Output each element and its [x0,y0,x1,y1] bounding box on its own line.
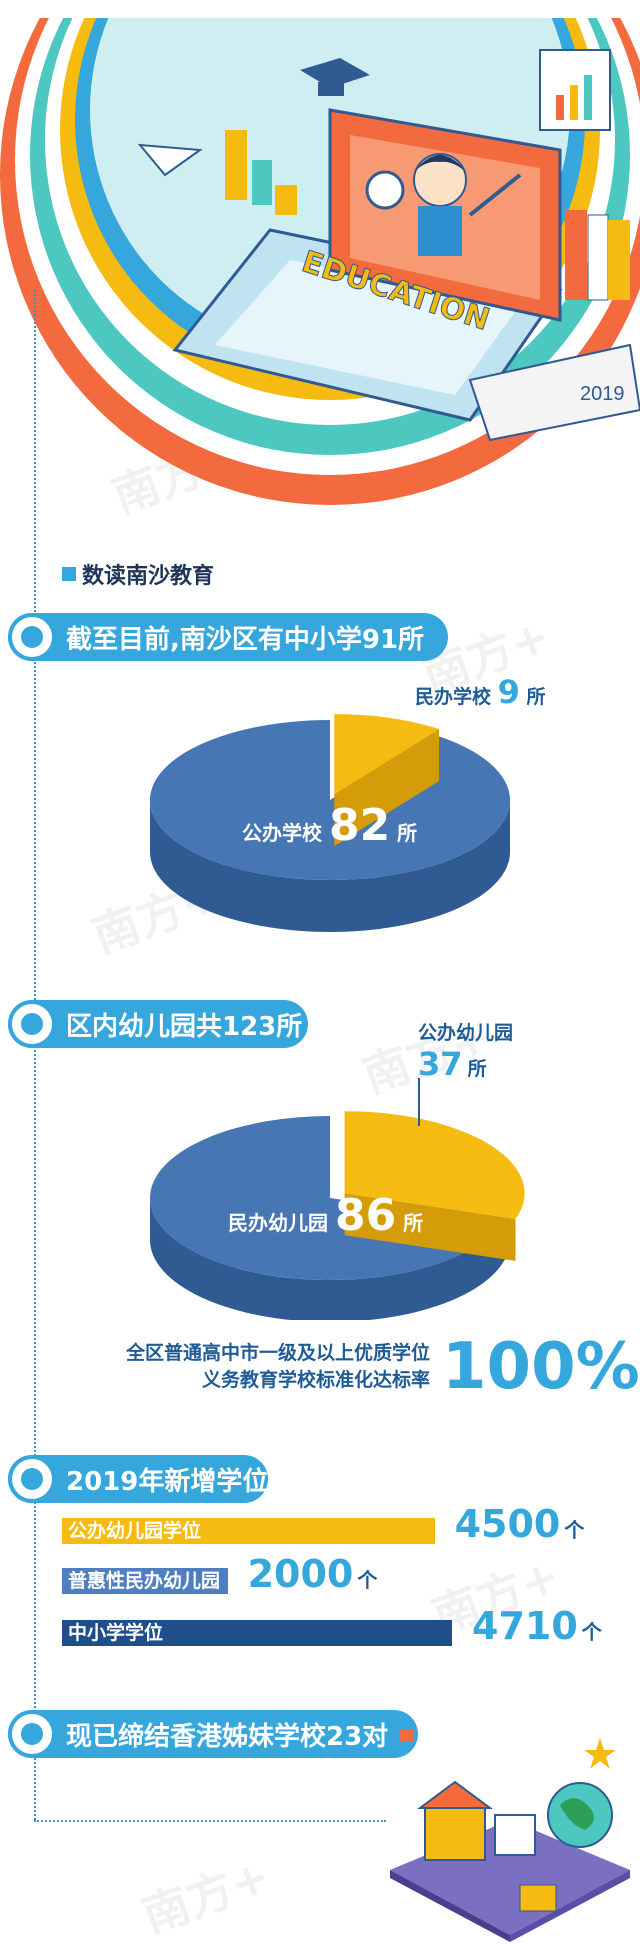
label-text: 公办学校 [242,821,322,845]
bar-value: 4500 [454,1502,561,1546]
label-value: 86 [334,1190,397,1241]
rate-value: 100% [442,1330,640,1404]
bar-unit: 个 [564,1518,585,1542]
bullet-icon [8,1455,56,1503]
bar: 普惠性民办幼儿园 [62,1568,228,1594]
banner-text: 区内幼儿园共123所 [66,1011,303,1042]
label-value: 37 [418,1045,463,1083]
section-title: 数读南沙教育 [62,558,214,590]
bullet-icon [8,1000,56,1048]
pie-side [150,800,510,932]
label-unit: 所 [526,686,546,708]
banner-kindergartens: 区内幼儿园共123所 [8,1000,308,1048]
section-title-text: 数读南沙教育 [82,564,215,589]
label-text: 民办幼儿园 [228,1211,328,1235]
bar-value-label: 2000 个 [248,1552,378,1596]
leader-line [418,1078,420,1126]
banner-text: 现已缔结香港姊妹学校23对 [66,1721,389,1752]
label-unit: 所 [467,1058,487,1080]
bar-unit: 个 [357,1568,378,1592]
label-value: 9 [497,673,520,711]
bar: 公办幼儿园学位 [62,1518,435,1544]
bar-value-label: 4500 个 [455,1502,585,1546]
square-icon [62,567,76,581]
banner-sister-schools: 现已缔结香港姊妹学校23对 [8,1710,418,1758]
year-label: 2019 [580,383,625,405]
bar-value: 2000 [247,1552,354,1596]
pie-chart-schools [150,714,510,932]
rate-line: 全区普通高中市一级及以上优质学位 [125,1342,430,1364]
banner-text: 截至目前,南沙区有中小学91所 [66,624,425,655]
campus-illustration [390,1730,630,1942]
bar-unit: 个 [581,1620,602,1644]
label-text: 民办学校 [415,686,492,708]
pie-side [150,1198,510,1320]
bar: 中小学学位 [62,1620,452,1646]
bullet-icon [8,613,56,661]
pie-slice-side [344,1193,516,1261]
pie1-label-public: 公办学校 82 所 [242,800,417,851]
label-unit: 所 [397,821,418,845]
banner-text: 2019年新增学位 [66,1466,269,1497]
bullet-icon [8,1710,56,1758]
pie1-label-private: 民办学校 9 所 [415,673,546,711]
pie2-label-private: 民办幼儿园 86 所 [228,1190,423,1241]
bar-value: 4710 [472,1604,578,1648]
label-value: 82 [328,800,391,851]
education-illustration: 2019 EDUCATION [0,0,640,505]
pie-slice-1 [334,714,440,795]
dotted-guide-line [34,1820,386,1822]
banner-new-places: 2019年新增学位 [8,1455,268,1503]
pie-chart-kindergartens [150,1111,525,1320]
label-text: 公办幼儿园 [418,1022,514,1044]
dotted-guide-line [34,290,36,1820]
pie2-label-public: 公办幼儿园 37 所 [418,1018,538,1083]
rate-line: 义务教育学校标准化达标率 [201,1369,430,1391]
rate-note: 全区普通高中市一级及以上优质学位 义务教育学校标准化达标率 [90,1340,430,1394]
pie-slice-side [334,729,440,847]
bar-value-label: 4710 个 [472,1604,602,1648]
banner-schools: 截至目前,南沙区有中小学91所 [8,613,448,661]
pie-slice-1 [344,1111,525,1219]
label-unit: 所 [403,1211,424,1235]
